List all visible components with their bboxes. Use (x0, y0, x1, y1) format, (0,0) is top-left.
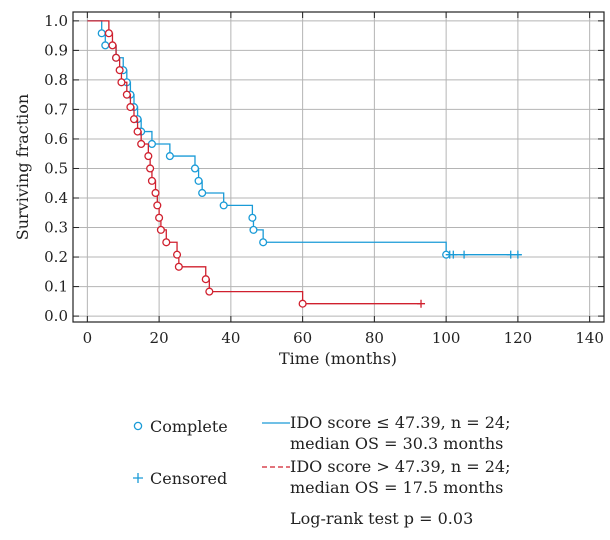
censored-marker (513, 250, 522, 259)
x-tick-label: 40 (221, 329, 240, 347)
complete-marker (248, 213, 257, 222)
complete-marker (122, 90, 131, 99)
complete-marker (144, 152, 153, 161)
complete-marker (126, 103, 135, 112)
y-axis-title: Surviving fraction (13, 94, 32, 240)
y-tick-label: 0.8 (44, 71, 68, 89)
complete-marker (112, 53, 121, 62)
complete-marker (117, 78, 126, 87)
x-tick-label: 100 (432, 329, 461, 347)
complete-marker (155, 213, 164, 222)
complete-marker (201, 275, 210, 284)
y-tick-label: 0.4 (44, 189, 68, 207)
series-2 (87, 20, 426, 308)
censored-marker (417, 299, 426, 308)
complete-marker (108, 41, 117, 50)
y-tick-label: 0.5 (44, 159, 68, 177)
legend-series-1-line-1: IDO score ≤ 47.39, n = 24; (290, 413, 511, 432)
complete-marker (198, 188, 207, 198)
y-tick-label: 0.3 (44, 219, 68, 237)
y-tick-label: 1.0 (44, 12, 68, 30)
complete-marker (259, 238, 268, 247)
y-tick-labels: 0.0 0.1 0.2 0.3 0.4 0.5 0.6 0.7 0.8 0.9 1.0 (44, 12, 68, 325)
complete-marker (205, 287, 214, 296)
y-tick-label: 0.0 (44, 307, 68, 325)
log-rank-annotation: Log-rank test p = 0.03 (290, 509, 474, 528)
censored-marker (506, 250, 515, 259)
complete-marker (194, 176, 203, 185)
complete-marker (153, 201, 162, 210)
x-axis-title: Time (months) (279, 349, 397, 368)
complete-marker (162, 238, 171, 247)
x-tick-label: 140 (575, 329, 604, 347)
complete-marker (156, 225, 165, 234)
complete-marker (115, 66, 124, 75)
censored-marker (460, 250, 469, 259)
axis-ticks (73, 12, 604, 322)
x-tick-label: 60 (293, 329, 312, 347)
plot-frame (72, 11, 605, 323)
censored-marker (449, 250, 458, 259)
complete-marker (190, 164, 200, 173)
survival-curves (87, 20, 522, 308)
complete-marker (219, 201, 228, 210)
complete-marker (147, 139, 156, 149)
y-tick-label: 0.9 (44, 41, 68, 59)
legend (133, 421, 290, 483)
complete-marker (97, 29, 106, 38)
complete-marker (101, 41, 110, 50)
complete-marker (165, 152, 174, 161)
legend-series-2-label: IDO score > 47.39, n = 24; median OS = 1… (290, 456, 510, 498)
x-tick-labels: 0 20 40 60 80 100 120 140 (83, 329, 604, 347)
complete-marker (146, 164, 155, 173)
legend-complete-label: Complete (150, 417, 228, 436)
legend-series-2-line-2: median OS = 17.5 months (290, 478, 504, 497)
complete-marker (172, 250, 182, 259)
y-tick-label: 0.2 (44, 248, 68, 266)
legend-censored-label: Censored (150, 469, 228, 488)
series-1-step-line (87, 20, 522, 256)
complete-marker (133, 127, 142, 136)
legend-censored-marker (133, 473, 143, 483)
y-tick-label: 0.6 (44, 130, 68, 148)
series-2-step-line (87, 20, 422, 305)
legend-complete-marker (133, 421, 143, 431)
x-tick-label: 20 (150, 329, 169, 347)
y-tick-label: 0.1 (44, 278, 68, 296)
y-tick-label: 0.7 (44, 100, 68, 118)
complete-marker (151, 188, 160, 198)
complete-marker (174, 262, 183, 271)
complete-marker (298, 299, 307, 308)
x-tick-label: 80 (365, 329, 384, 347)
complete-marker (129, 115, 139, 124)
complete-marker (147, 176, 156, 185)
complete-marker (137, 139, 146, 149)
complete-marker (249, 225, 258, 234)
x-tick-label: 0 (83, 329, 93, 347)
x-tick-label: 120 (504, 329, 533, 347)
legend-series-1-label: IDO score ≤ 47.39, n = 24; median OS = 3… (290, 412, 510, 454)
legend-series-2-line-1: IDO score > 47.39, n = 24; (290, 457, 511, 476)
complete-marker (104, 29, 113, 38)
series-1 (87, 20, 522, 259)
legend-series-1-line-2: median OS = 30.3 months (290, 434, 504, 453)
